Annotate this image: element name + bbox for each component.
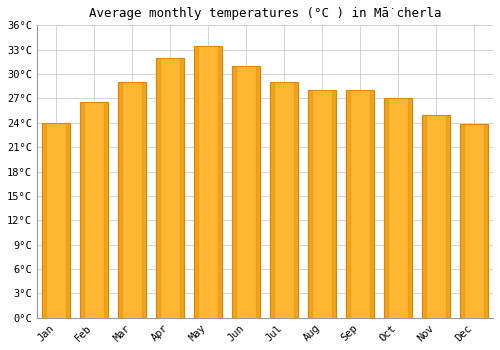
Bar: [270, 82, 274, 318]
Bar: [460, 125, 464, 318]
Bar: [332, 90, 336, 318]
Bar: [104, 103, 108, 318]
Bar: [218, 46, 222, 318]
Bar: [308, 90, 312, 318]
Bar: [118, 82, 146, 318]
Bar: [460, 125, 488, 318]
Bar: [384, 98, 412, 318]
Bar: [156, 58, 184, 318]
Bar: [384, 98, 388, 318]
Bar: [80, 103, 108, 318]
Bar: [142, 82, 146, 318]
Bar: [408, 98, 412, 318]
Bar: [194, 46, 198, 318]
Bar: [194, 46, 222, 318]
Bar: [42, 123, 46, 318]
Bar: [42, 123, 70, 318]
Bar: [294, 82, 298, 318]
Bar: [346, 90, 350, 318]
Bar: [256, 66, 260, 318]
Bar: [422, 115, 450, 318]
Bar: [484, 125, 488, 318]
Bar: [180, 58, 184, 318]
Bar: [446, 115, 450, 318]
Bar: [308, 90, 336, 318]
Bar: [156, 58, 160, 318]
Bar: [270, 82, 298, 318]
Bar: [118, 82, 122, 318]
Bar: [232, 66, 236, 318]
Title: Average monthly temperatures (°C ) in Mā̇cherla: Average monthly temperatures (°C ) in Mā…: [88, 7, 441, 20]
Bar: [346, 90, 374, 318]
Bar: [66, 123, 70, 318]
Bar: [422, 115, 426, 318]
Bar: [232, 66, 260, 318]
Bar: [370, 90, 374, 318]
Bar: [80, 103, 84, 318]
